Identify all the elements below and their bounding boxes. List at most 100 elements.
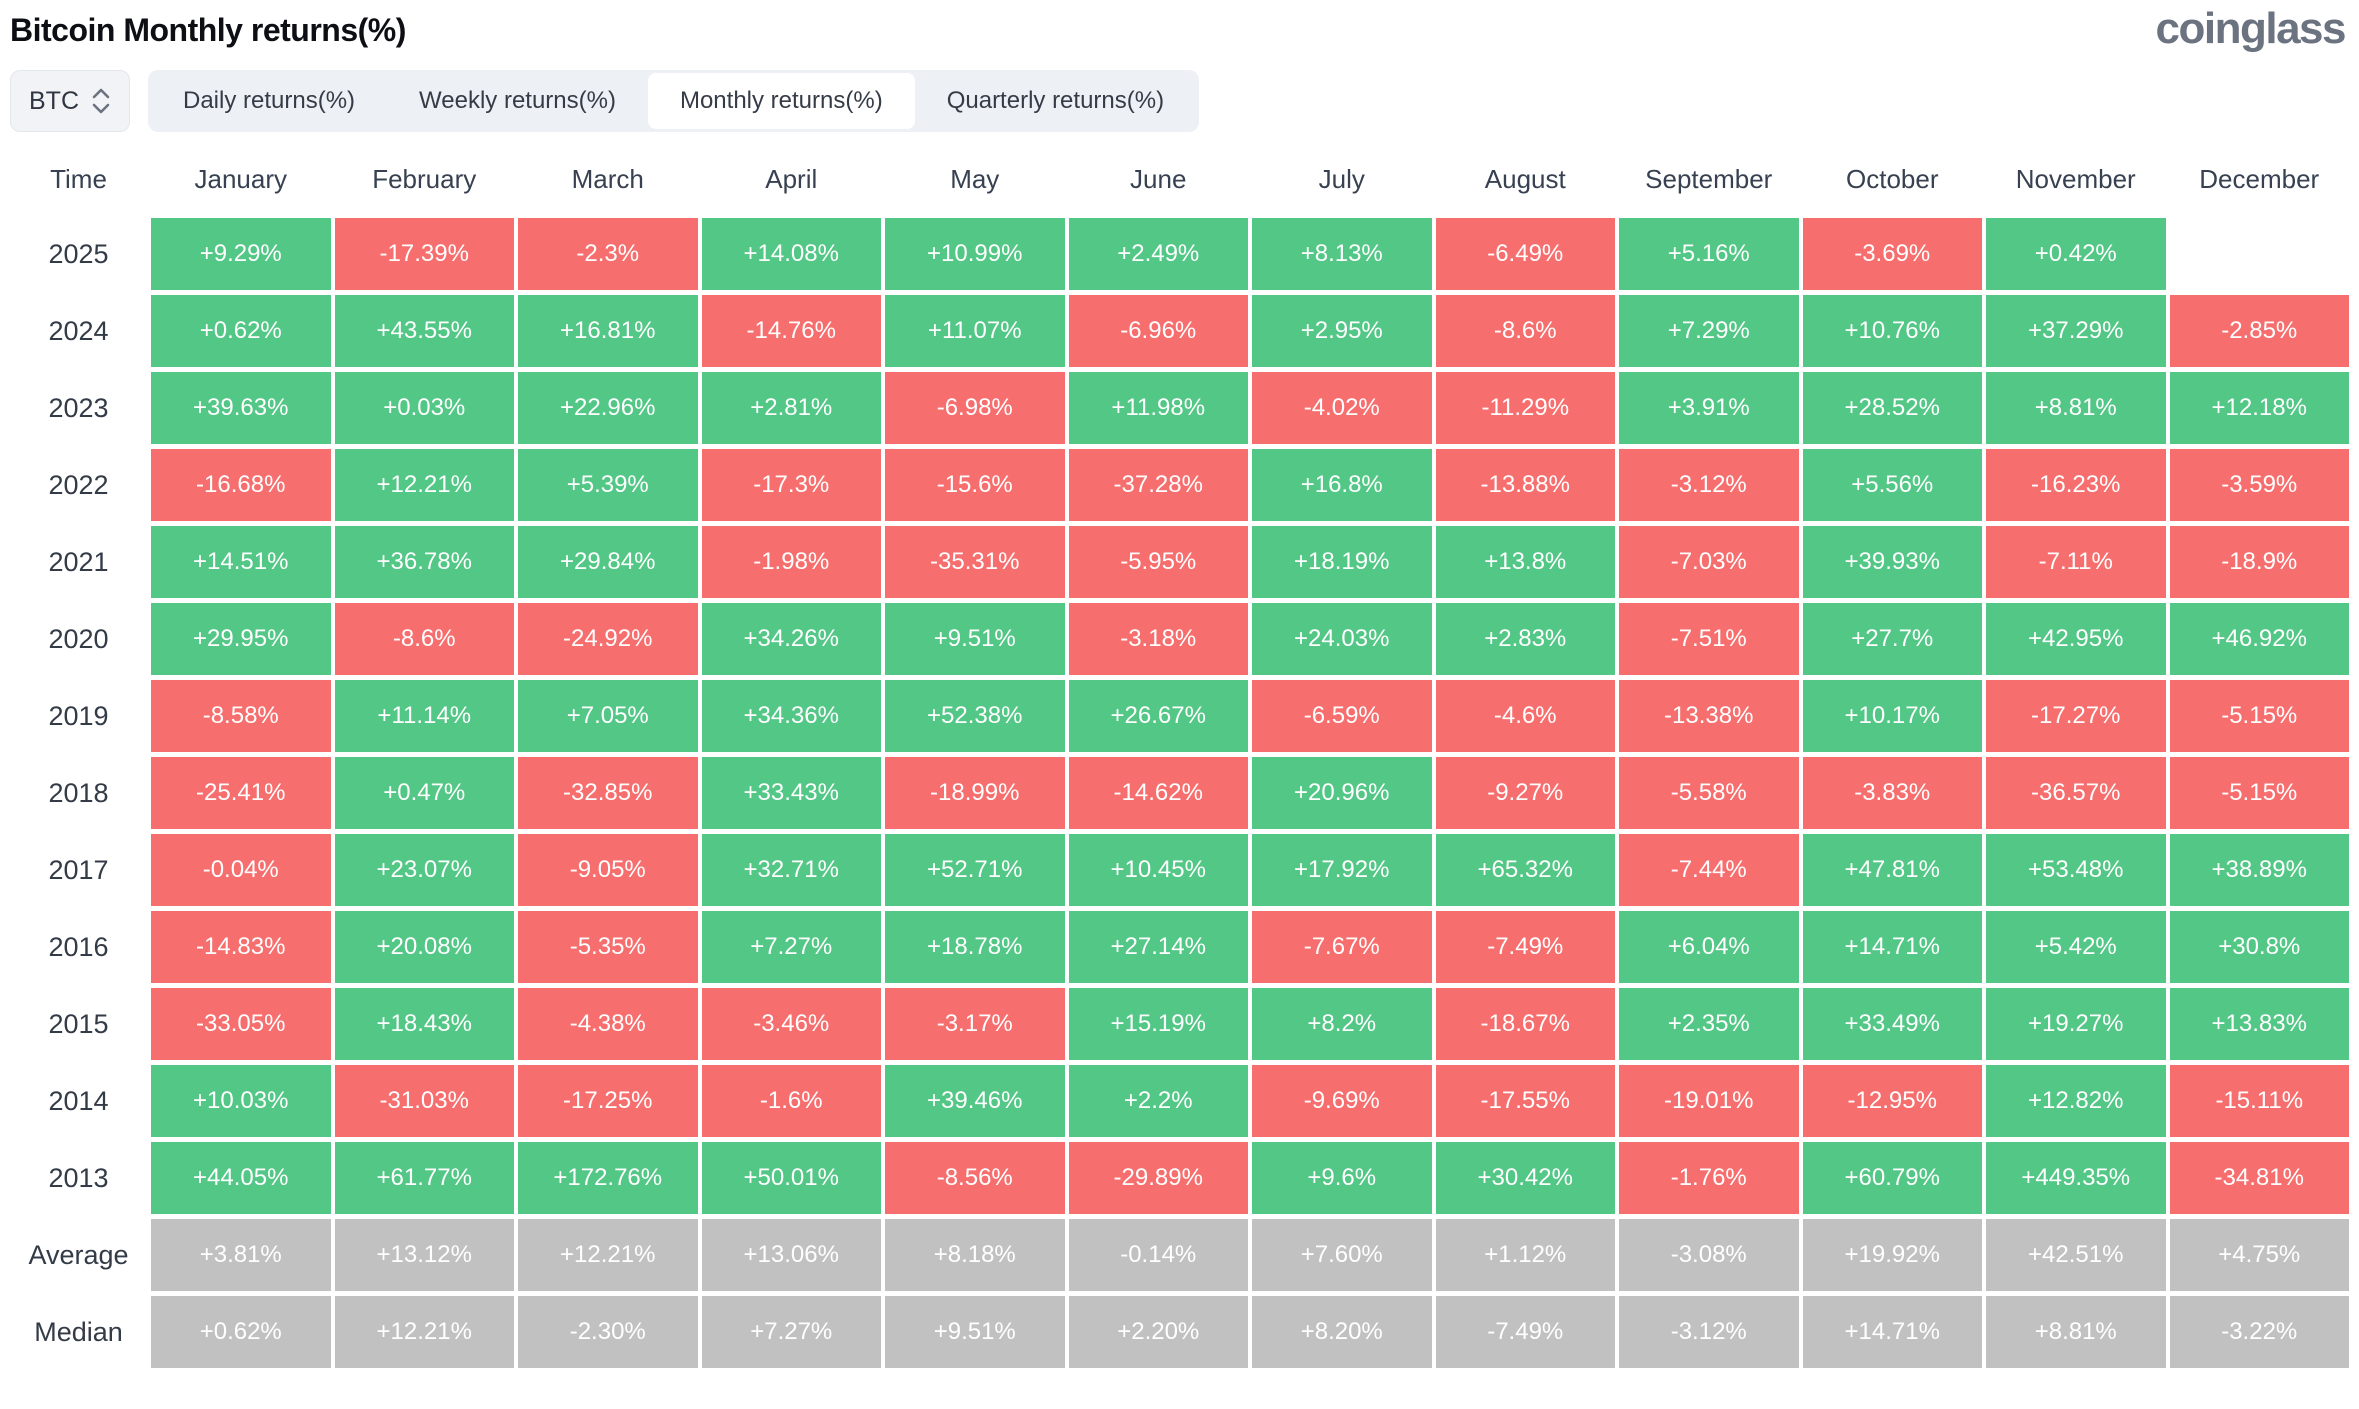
return-cell-2025-june: +2.49% xyxy=(1068,218,1248,290)
column-header-june: June xyxy=(1130,163,1187,194)
row-label-2016: 2016 xyxy=(48,931,109,962)
return-cell-2017-january: -0.04% xyxy=(151,834,331,906)
return-cell-2025-december xyxy=(2170,218,2350,290)
return-cell-2020-september: -7.51% xyxy=(1619,603,1799,675)
column-header-january: January xyxy=(194,163,288,194)
table-row-2016: 2016 -14.83% +20.08% -5.35% +7.27% +18.78% +27… xyxy=(10,911,2349,983)
return-cell-2025-february: -17.39% xyxy=(334,218,514,290)
tab-quarterly-returns[interactable]: Quarterly returns(%) xyxy=(946,87,1165,114)
return-cell-2019-june: +26.67% xyxy=(1068,680,1248,752)
return-cell-2024-june: -6.96% xyxy=(1068,295,1248,367)
return-cell-2013-june: -29.89% xyxy=(1068,1142,1248,1214)
return-cell-2017-july: +17.92% xyxy=(1252,834,1432,906)
return-cell-2014-december: -15.11% xyxy=(2169,1065,2349,1137)
return-cell-2014-june: +2.2% xyxy=(1068,1065,1248,1137)
return-cell-2021-september: -7.03% xyxy=(1619,526,1799,598)
return-cell-2020-april: +34.26% xyxy=(701,603,881,675)
return-cell-2018-november: -36.57% xyxy=(1986,757,2166,829)
return-cell-2015-june: +15.19% xyxy=(1068,988,1248,1060)
return-cell-2021-november: -7.11% xyxy=(1986,526,2166,598)
tab-weekly-returns[interactable]: Weekly returns(%) xyxy=(419,87,616,114)
row-label-2017: 2017 xyxy=(48,854,109,885)
return-cell-2016-june: +27.14% xyxy=(1068,911,1248,983)
return-cell-2025-november: +0.42% xyxy=(1986,218,2166,290)
return-cell-2017-september: -7.44% xyxy=(1619,834,1799,906)
return-cell-2018-january: -25.41% xyxy=(151,757,331,829)
return-cell-2017-august: +65.32% xyxy=(1435,834,1615,906)
return-cell-median-september: -3.12% xyxy=(1619,1296,1799,1368)
return-cell-2013-august: +30.42% xyxy=(1435,1142,1615,1214)
return-cell-2014-march: -17.25% xyxy=(518,1065,698,1137)
return-cell-2018-october: -3.83% xyxy=(1802,757,1982,829)
return-cell-2024-april: -14.76% xyxy=(701,295,881,367)
return-cell-2016-december: +30.8% xyxy=(2169,911,2349,983)
return-cell-2024-december: -2.85% xyxy=(2169,295,2349,367)
return-cell-2013-february: +61.77% xyxy=(334,1142,514,1214)
return-cell-2020-november: +42.95% xyxy=(1986,603,2166,675)
return-cell-2019-august: -4.6% xyxy=(1435,680,1615,752)
return-cell-2023-december: +12.18% xyxy=(2169,372,2349,444)
tab-monthly-returns[interactable]: Monthly returns(%) xyxy=(647,73,915,129)
row-label-2022: 2022 xyxy=(48,469,109,500)
row-label-2015: 2015 xyxy=(48,1008,109,1039)
table-row-2013: 2013 +44.05% +61.77% +172.76% +50.01% -8.56% -… xyxy=(10,1142,2349,1214)
return-cell-2022-june: -37.28% xyxy=(1068,449,1248,521)
return-cell-2018-december: -5.15% xyxy=(2169,757,2349,829)
return-cell-2015-november: +19.27% xyxy=(1986,988,2166,1060)
symbol-select[interactable]: BTC xyxy=(10,70,130,132)
symbol-select-value: BTC xyxy=(29,86,79,115)
return-cell-2019-january: -8.58% xyxy=(151,680,331,752)
return-cell-2022-april: -17.3% xyxy=(701,449,881,521)
return-cell-2019-december: -5.15% xyxy=(2169,680,2349,752)
tab-daily-returns[interactable]: Daily returns(%) xyxy=(183,87,356,114)
return-cell-2022-may: -15.6% xyxy=(885,449,1065,521)
return-cell-2017-june: +10.45% xyxy=(1068,834,1248,906)
column-header-november: November xyxy=(2015,163,2136,194)
return-cell-2022-march: +5.39% xyxy=(518,449,698,521)
return-cell-median-march: -2.30% xyxy=(518,1296,698,1368)
return-cell-average-november: +42.51% xyxy=(1986,1219,2166,1291)
return-cell-2015-september: +2.35% xyxy=(1619,988,1799,1060)
return-cell-2020-july: +24.03% xyxy=(1252,603,1432,675)
return-cell-2013-march: +172.76% xyxy=(518,1142,698,1214)
return-cell-2016-july: -7.67% xyxy=(1252,911,1432,983)
return-cell-2016-february: +20.08% xyxy=(334,911,514,983)
return-cell-2014-october: -12.95% xyxy=(1802,1065,1982,1137)
row-label-2023: 2023 xyxy=(48,392,109,423)
return-cell-2024-february: +43.55% xyxy=(334,295,514,367)
return-cell-2016-may: +18.78% xyxy=(885,911,1065,983)
table-row-2015: 2015 -33.05% +18.43% -4.38% -3.46% -3.17% +15.… xyxy=(10,988,2349,1060)
return-cell-2025-may: +10.99% xyxy=(885,218,1065,290)
return-cell-2014-november: +12.82% xyxy=(1986,1065,2166,1137)
return-cell-2019-march: +7.05% xyxy=(518,680,698,752)
return-cell-2021-april: -1.98% xyxy=(701,526,881,598)
return-cell-2020-january: +29.95% xyxy=(151,603,331,675)
return-cell-2022-november: -16.23% xyxy=(1986,449,2166,521)
return-cell-2023-january: +39.63% xyxy=(151,372,331,444)
return-cell-2021-december: -18.9% xyxy=(2169,526,2349,598)
page-title: Bitcoin Monthly returns(%) xyxy=(10,12,406,48)
coinglass-logo: coinglass xyxy=(2155,4,2347,53)
table-row-median: Median +0.62% +12.21% -2.30% +7.27% +9.51% +2.… xyxy=(10,1296,2349,1368)
return-cell-2024-july: +2.95% xyxy=(1252,295,1432,367)
return-cell-2013-december: -34.81% xyxy=(2169,1142,2349,1214)
row-label-2018: 2018 xyxy=(48,777,109,808)
return-cell-2021-august: +13.8% xyxy=(1435,526,1615,598)
return-cell-2020-may: +9.51% xyxy=(885,603,1065,675)
return-cell-2019-february: +11.14% xyxy=(334,680,514,752)
return-cell-average-october: +19.92% xyxy=(1802,1219,1982,1291)
column-header-december: December xyxy=(2199,163,2320,194)
row-label-2021: 2021 xyxy=(48,546,109,577)
return-cell-2025-october: -3.69% xyxy=(1802,218,1982,290)
row-label-2014: 2014 xyxy=(48,1085,109,1116)
return-cell-average-april: +13.06% xyxy=(701,1219,881,1291)
return-cell-2015-october: +33.49% xyxy=(1802,988,1982,1060)
return-cell-2017-october: +47.81% xyxy=(1802,834,1982,906)
controls-bar: BTC Daily returns(%) Weekly returns(%) M… xyxy=(10,70,2349,132)
return-cell-2018-june: -14.62% xyxy=(1068,757,1248,829)
row-label-median: Median xyxy=(34,1316,123,1347)
chevron-updown-icon xyxy=(91,87,111,115)
return-cell-2023-may: -6.98% xyxy=(885,372,1065,444)
return-cell-2019-july: -6.59% xyxy=(1252,680,1432,752)
